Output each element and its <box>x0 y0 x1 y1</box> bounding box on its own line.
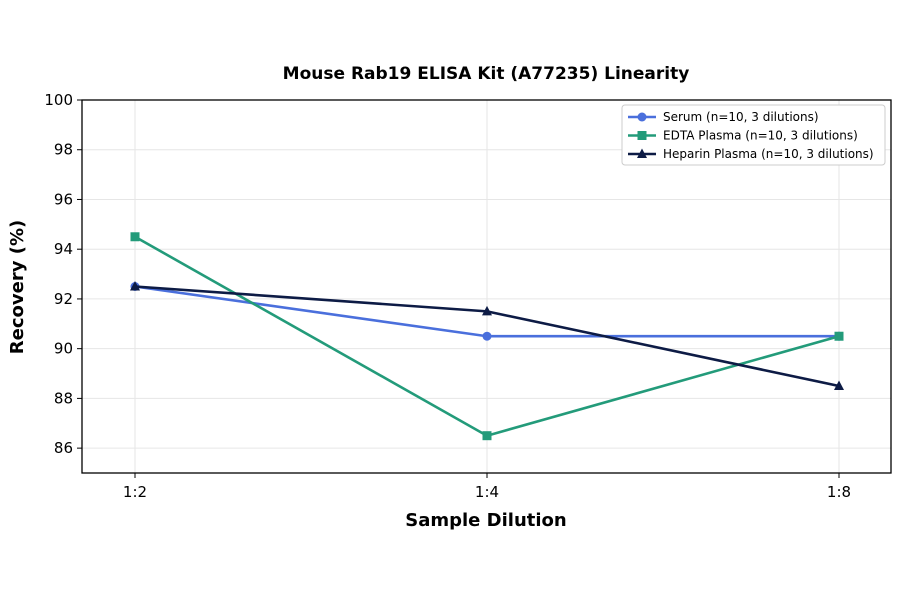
data-point <box>130 232 140 242</box>
legend-label: Heparin Plasma (n=10, 3 dilutions) <box>663 147 874 161</box>
chart-title: Mouse Rab19 ELISA Kit (A77235) Linearity <box>283 64 690 84</box>
x-tick-label: 1:8 <box>827 483 851 501</box>
legend: Serum (n=10, 3 dilutions) EDTA Plasma (n=… <box>621 104 886 166</box>
series-line <box>130 281 844 390</box>
y-tick-label: 98 <box>54 141 73 159</box>
legend-item: Heparin Plasma (n=10, 3 dilutions) <box>628 147 874 161</box>
legend-item: EDTA Plasma (n=10, 3 dilutions) <box>628 129 858 143</box>
x-axis: 1:2 1:4 1:8 <box>123 473 851 501</box>
series-line <box>130 232 844 441</box>
legend-marker <box>637 131 647 140</box>
data-point <box>482 305 492 316</box>
x-axis-label: Sample Dilution <box>405 510 566 531</box>
legend-label: Serum (n=10, 3 dilutions) <box>663 110 819 124</box>
y-tick-label: 88 <box>54 389 73 407</box>
y-axis: 86 88 90 92 94 96 98 100 <box>44 91 82 457</box>
x-tick-label: 1:2 <box>123 483 147 501</box>
data-point <box>482 431 492 441</box>
data-point <box>834 331 844 341</box>
y-tick-label: 100 <box>44 91 73 109</box>
data-point <box>482 331 492 341</box>
legend-box <box>621 104 886 166</box>
y-tick-label: 96 <box>54 190 73 208</box>
legend-marker <box>637 148 647 158</box>
legend-marker <box>637 112 647 122</box>
legend-label: EDTA Plasma (n=10, 3 dilutions) <box>663 129 858 143</box>
series-group <box>130 232 844 441</box>
data-point <box>834 380 844 390</box>
legend-item: Serum (n=10, 3 dilutions) <box>628 110 819 124</box>
y-tick-label: 92 <box>54 290 73 308</box>
y-axis-label: Recovery (%) <box>7 220 28 354</box>
y-tick-label: 94 <box>54 240 73 258</box>
y-tick-label: 86 <box>54 439 73 457</box>
x-tick-label: 1:4 <box>475 483 499 501</box>
y-tick-label: 90 <box>54 340 73 358</box>
data-point <box>130 281 140 291</box>
